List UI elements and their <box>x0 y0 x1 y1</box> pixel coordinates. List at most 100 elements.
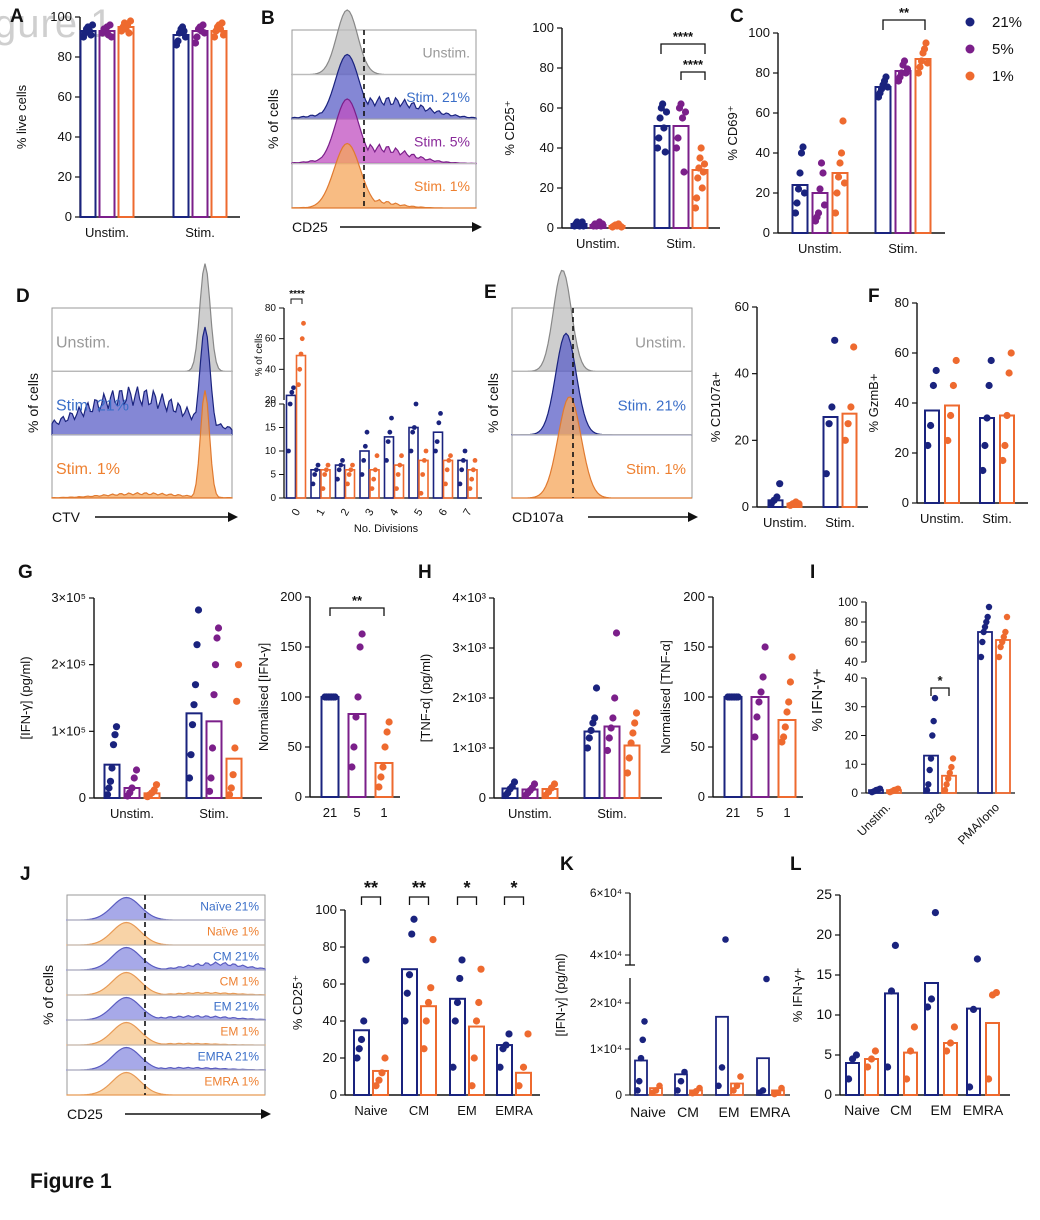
data-point <box>997 643 1004 651</box>
y-tick-label: 50 <box>691 739 705 754</box>
data-point <box>794 185 803 193</box>
x-tick-label: 7 <box>461 507 474 518</box>
bar <box>894 70 912 234</box>
y-tick-label: 100 <box>280 689 302 704</box>
data-point <box>369 486 375 491</box>
y-tick-label: 20 <box>895 445 909 460</box>
data-point <box>1003 613 1011 621</box>
bar <box>583 730 601 799</box>
data-point <box>983 414 991 422</box>
y-tick-label: 0 <box>742 499 749 514</box>
data-point <box>191 681 200 689</box>
data-point <box>301 320 306 326</box>
y-tick-label: 0 <box>547 220 554 235</box>
data-point <box>446 458 452 463</box>
data-point <box>674 1087 681 1094</box>
axis-arrowhead <box>261 1109 271 1119</box>
data-point <box>477 965 485 973</box>
data-point <box>696 154 704 162</box>
bar <box>353 1029 370 1096</box>
data-point <box>524 1030 532 1038</box>
y-tick-label: 0 <box>295 789 302 804</box>
data-point <box>631 719 639 727</box>
y-tick-label: 20 <box>845 729 859 743</box>
chart-panel-L: 0 5 10 15 20 25 % IFN-γ+ Naive CM EM EMRA <box>790 886 1010 1118</box>
data-point <box>783 708 791 716</box>
data-point <box>312 472 318 477</box>
data-point <box>660 124 668 132</box>
x-tick-label: 6 <box>437 507 450 518</box>
histogram-curve <box>66 946 266 971</box>
bar <box>924 409 940 504</box>
x-axis-title: CD25 <box>67 1106 103 1122</box>
data-point <box>627 739 635 747</box>
data-point <box>459 467 465 473</box>
data-point <box>840 179 849 187</box>
y-tick-label: 40 <box>895 395 909 410</box>
y-tick-label: 20 <box>265 395 277 406</box>
y-tick-label: 3×10⁵ <box>51 590 86 605</box>
x-tick-label: Unstim. <box>576 236 620 251</box>
y-tick-label: 1×10³ <box>452 740 486 755</box>
x-axis-title: No. Divisions <box>354 523 419 535</box>
bar <box>791 184 809 234</box>
data-point <box>592 684 601 692</box>
bar <box>750 696 770 798</box>
y-axis-title: % of cells <box>265 89 281 149</box>
data-point <box>926 766 933 774</box>
bar <box>401 968 418 1097</box>
data-point <box>448 453 453 459</box>
significance-bracket <box>660 43 706 54</box>
data-point <box>894 785 902 792</box>
y-tick-label: 20 <box>323 1050 337 1065</box>
significance-bracket <box>930 687 950 696</box>
data-point <box>394 486 399 491</box>
data-point <box>923 786 931 794</box>
data-point <box>451 1017 459 1025</box>
data-point <box>674 134 682 142</box>
bar <box>979 417 995 504</box>
y-tick-label: 1×10⁵ <box>51 723 86 738</box>
x-tick-label: EM <box>931 1102 952 1118</box>
data-point <box>180 27 188 35</box>
bar <box>393 464 405 499</box>
bar <box>715 1015 729 1096</box>
data-point <box>949 755 957 762</box>
data-point <box>462 448 468 454</box>
data-point <box>585 734 593 742</box>
x-tick-label: 3/28 <box>922 800 949 827</box>
data-point <box>985 381 993 390</box>
y-tick-label: 10 <box>816 1006 832 1022</box>
bar <box>117 26 135 218</box>
data-point <box>924 1003 932 1011</box>
data-point <box>852 1051 861 1059</box>
y-tick-label: 60 <box>58 89 72 104</box>
legend-label: 1% <box>992 68 1014 85</box>
data-point <box>864 1063 872 1071</box>
data-point <box>841 436 849 444</box>
chart-panel-I: 0 10 20 30 40 40 60 80 100 % IFN-γ+ Unstim. 3/28 PMA… <box>809 595 1015 847</box>
data-point <box>218 19 226 27</box>
data-point <box>930 717 937 725</box>
data-point <box>362 443 368 449</box>
data-point <box>371 476 377 482</box>
y-tick-label: 40 <box>265 364 277 375</box>
histogram-B: Unstim. Stim. 21% Stim. 5% Stim. 1% % of cel… <box>265 9 482 235</box>
data-point <box>444 467 450 473</box>
data-point <box>313 467 319 473</box>
data-point <box>920 45 929 53</box>
data-point <box>291 385 296 391</box>
data-point <box>108 764 116 772</box>
data-point <box>945 775 952 782</box>
data-point <box>800 189 809 197</box>
data-point <box>502 1041 510 1049</box>
data-point <box>693 194 701 202</box>
data-point <box>837 149 846 157</box>
y-axis-title: % CD69⁺ <box>725 105 740 160</box>
data-point <box>233 697 241 705</box>
x-tick-label: EM <box>719 1104 740 1120</box>
y-tick-label: 80 <box>540 60 554 75</box>
bar <box>914 58 932 234</box>
data-point <box>193 641 201 649</box>
x-tick-label: 1 <box>314 507 327 518</box>
